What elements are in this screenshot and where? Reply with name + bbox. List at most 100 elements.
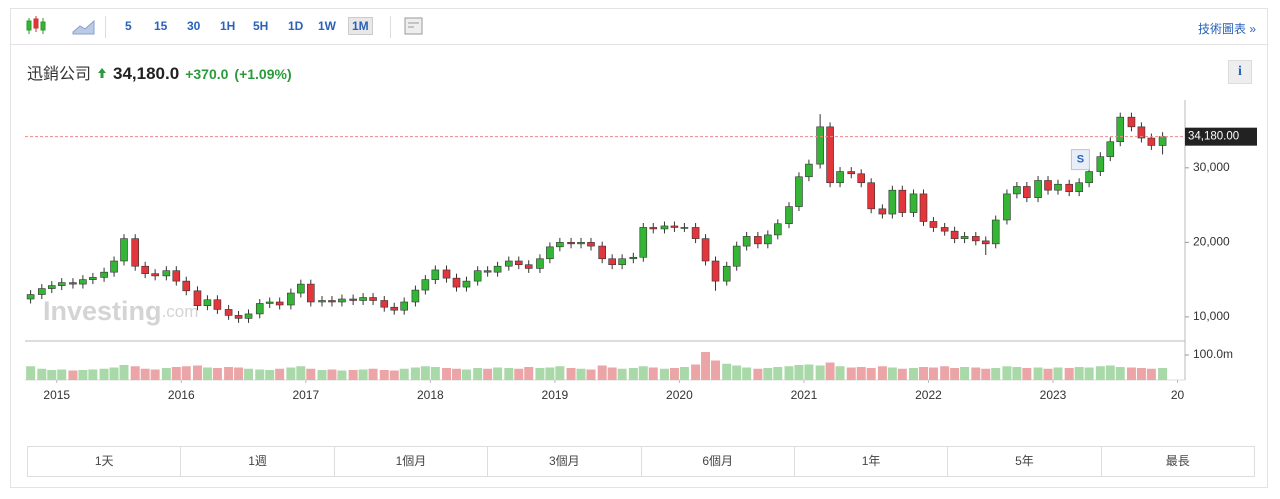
candle-body bbox=[991, 219, 1000, 245]
volume-bar bbox=[1095, 366, 1105, 380]
volume-bar bbox=[825, 362, 835, 380]
candle-body bbox=[338, 298, 346, 303]
volume-bar bbox=[368, 368, 378, 380]
candle-body bbox=[442, 269, 451, 279]
candle-body bbox=[193, 290, 202, 307]
candle-body bbox=[328, 300, 336, 303]
candle-body bbox=[255, 303, 264, 315]
range-button[interactable]: 1年 bbox=[795, 447, 949, 476]
volume-bar bbox=[493, 367, 503, 380]
range-button[interactable]: 1週 bbox=[181, 447, 335, 476]
candle-body bbox=[265, 301, 274, 304]
volume-bar bbox=[234, 367, 244, 380]
candle-body bbox=[950, 230, 959, 239]
volume-bar bbox=[909, 368, 919, 380]
volume-bar bbox=[784, 366, 794, 380]
candle-body bbox=[618, 258, 626, 266]
volume-bar bbox=[1115, 367, 1125, 380]
x-tick-label: 2017 bbox=[292, 388, 319, 402]
volume-bar bbox=[1126, 367, 1136, 380]
candle-body bbox=[691, 227, 700, 239]
volume-bar bbox=[171, 367, 181, 380]
x-tick-label: 2020 bbox=[666, 388, 693, 402]
interval-button[interactable]: 1D bbox=[288, 19, 304, 33]
volume-bar bbox=[1022, 368, 1032, 380]
technical-chart-link[interactable]: 技術圖表 » bbox=[1197, 22, 1256, 36]
candle-body bbox=[306, 283, 315, 303]
volume-bar bbox=[109, 367, 119, 380]
candle-body bbox=[680, 227, 689, 229]
candle-body bbox=[805, 163, 813, 178]
volume-bar bbox=[37, 368, 47, 380]
volume-bar bbox=[1043, 368, 1053, 380]
candle-body bbox=[131, 238, 140, 267]
candle-body bbox=[1137, 126, 1146, 139]
price: 34,180.0 bbox=[113, 64, 180, 83]
watermark-text: Investing bbox=[43, 296, 162, 326]
candle-body bbox=[462, 280, 471, 288]
volume-bar bbox=[742, 367, 752, 380]
volume-bar bbox=[846, 367, 856, 380]
volume-bar bbox=[918, 367, 928, 380]
candle-body bbox=[742, 236, 751, 247]
range-button[interactable]: 1天 bbox=[28, 447, 182, 476]
candle-body bbox=[670, 225, 679, 228]
candle-body bbox=[960, 236, 969, 239]
volume-bar bbox=[389, 370, 399, 380]
interval-button[interactable]: 1M bbox=[348, 17, 373, 35]
range-button[interactable]: 1個月 bbox=[335, 447, 489, 476]
interval-button[interactable]: 1W bbox=[318, 19, 336, 33]
x-tick-label: 20 bbox=[1171, 388, 1185, 402]
candle-body bbox=[110, 260, 118, 273]
candle-body bbox=[556, 242, 564, 248]
volume-bar bbox=[1136, 368, 1146, 380]
candle-body bbox=[1127, 116, 1136, 128]
volume-bar bbox=[420, 366, 430, 380]
volume-bar bbox=[337, 370, 347, 380]
candle-body bbox=[587, 242, 595, 247]
candle-body bbox=[847, 171, 856, 175]
interval-button[interactable]: 1H bbox=[220, 19, 236, 33]
volume-bar bbox=[399, 368, 409, 380]
settings-icon[interactable] bbox=[402, 15, 426, 39]
candle-body bbox=[380, 300, 389, 308]
area-icon[interactable] bbox=[70, 12, 100, 42]
range-buttons: 1天 1週 1個月 3個月 6個月 1年 5年 最長 bbox=[27, 446, 1255, 477]
candle-body bbox=[1065, 183, 1073, 192]
volume-bar bbox=[1105, 365, 1115, 380]
candle-body bbox=[483, 270, 492, 273]
candle-body bbox=[785, 206, 793, 225]
candle-body bbox=[141, 265, 149, 274]
range-button[interactable]: 最長 bbox=[1165, 454, 1190, 468]
candle-body bbox=[1085, 171, 1093, 184]
info-button[interactable]: i bbox=[1228, 60, 1252, 84]
range-button[interactable]: 3個月 bbox=[488, 447, 642, 476]
volume-bar bbox=[628, 368, 638, 380]
candle-body bbox=[836, 171, 844, 184]
interval-button[interactable]: 15 bbox=[154, 19, 168, 33]
x-tick-label: 2015 bbox=[43, 388, 70, 402]
interval-button[interactable]: 5H bbox=[253, 19, 269, 33]
interval-button[interactable]: 5 bbox=[125, 19, 132, 33]
interval-button[interactable]: 30 bbox=[187, 19, 201, 33]
candle-body bbox=[369, 297, 377, 301]
candle-body bbox=[318, 300, 326, 303]
candle-body bbox=[162, 270, 171, 277]
candle-body bbox=[577, 242, 585, 245]
candle-icon[interactable] bbox=[24, 12, 54, 42]
candle-body bbox=[1003, 193, 1011, 221]
range-button[interactable]: 5年 bbox=[948, 447, 1102, 476]
range-button[interactable]: 6個月 bbox=[642, 447, 795, 476]
candle-body bbox=[69, 282, 77, 285]
volume-bar bbox=[648, 367, 658, 380]
volume-bar bbox=[1053, 367, 1063, 380]
candle-body bbox=[505, 260, 513, 267]
volume-bar bbox=[753, 368, 763, 380]
candle-body bbox=[919, 193, 928, 222]
volume-bar bbox=[691, 364, 701, 380]
volume-bar bbox=[773, 367, 783, 380]
volume-bar bbox=[950, 368, 960, 380]
candle-body bbox=[359, 297, 367, 301]
volume-bar bbox=[597, 365, 607, 380]
volume-bar bbox=[856, 367, 866, 380]
